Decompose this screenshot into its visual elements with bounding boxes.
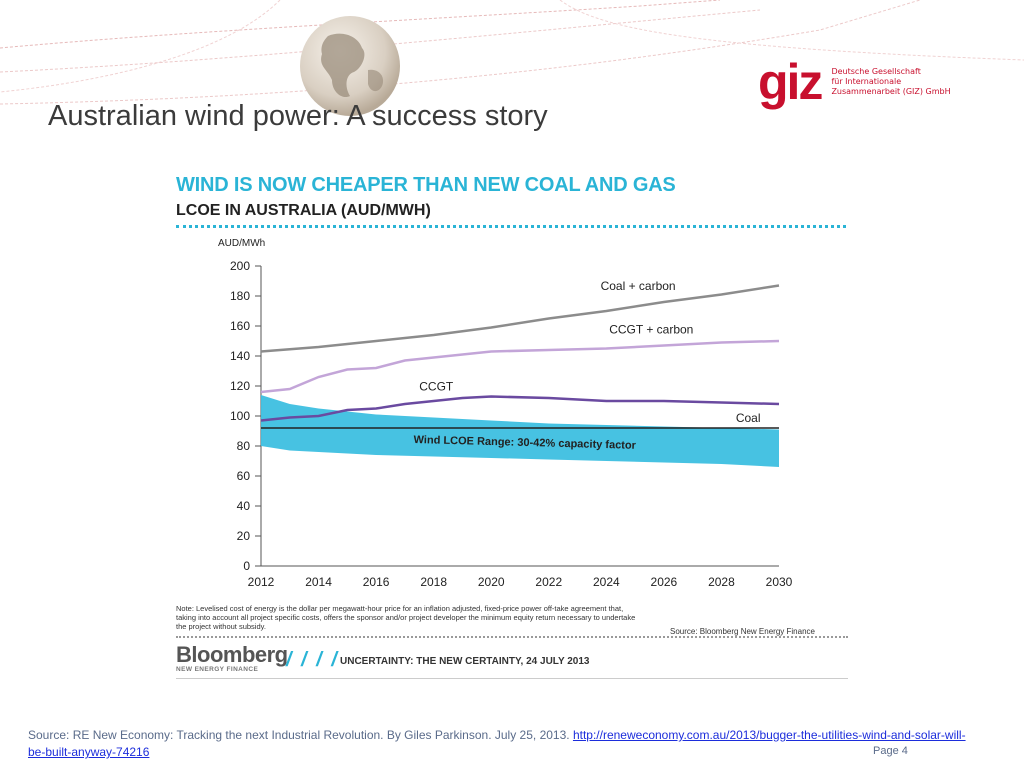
wind-lcoe-range-band [261, 395, 779, 467]
y-tick-label: 60 [237, 469, 251, 483]
y-tick-label: 40 [237, 499, 251, 513]
chart-annotation: Wind LCOE Range: 30-42% capacity factor [413, 434, 636, 452]
x-tick-label: 2028 [708, 575, 735, 589]
slash-decoration: / / / / [286, 649, 339, 671]
x-tick-label: 2022 [535, 575, 562, 589]
y-tick-label: 180 [230, 289, 250, 303]
bloomberg-logo-sub: NEW ENERGY FINANCE [176, 666, 259, 673]
chart-annotation: CCGT [419, 380, 454, 394]
y-tick-label: 20 [237, 529, 251, 543]
chart-annotation: Coal + carbon [601, 279, 676, 293]
x-tick-label: 2026 [651, 575, 678, 589]
page-number: Page 4 [873, 745, 908, 757]
series-line-coal-carbon [260, 284, 780, 353]
y-tick-label: 140 [230, 349, 250, 363]
source-link[interactable]: http://reneweconomy.com.au/2013/bugger-t… [28, 728, 966, 759]
y-tick-label: 80 [237, 439, 251, 453]
giz-logo: giz Deutsche Gesellschaft für Internatio… [758, 54, 951, 110]
chart-card: WIND IS NOW CHEAPER THAN NEW COAL AND GA… [168, 166, 856, 682]
x-tick-label: 2020 [478, 575, 505, 589]
y-axis-label: AUD/MWh [218, 238, 265, 249]
x-tick-label: 2018 [420, 575, 447, 589]
lcoe-line-chart: AUD/MWh 0 20 40 60 80 100 120 140 160 180 200 2012 20… [218, 238, 793, 589]
chart-headline: WIND IS NOW CHEAPER THAN NEW COAL AND GA… [176, 174, 676, 196]
report-tagline: UNCERTAINTY: THE NEW CERTAINTY, 24 JULY … [340, 656, 590, 667]
bloomberg-logo: Bloomberg NEW ENERGY FINANCE [176, 644, 288, 674]
series-line-ccgt [260, 395, 780, 422]
giz-logo-text: Deutsche Gesellschaft für Internationale… [831, 67, 950, 97]
x-tick-label: 2016 [363, 575, 390, 589]
x-tick-label: 2024 [593, 575, 620, 589]
chart-annotation: Coal [736, 411, 761, 425]
chart-annotation: CCGT + carbon [609, 323, 693, 337]
chart-note: Note: Levelised cost of energy is the do… [176, 604, 636, 631]
source-text: Source: RE New Economy: Tracking the nex… [28, 728, 573, 742]
y-tick-label: 120 [230, 379, 250, 393]
x-tick-label: 2012 [248, 575, 275, 589]
slide-title: Australian wind power: A success story [48, 100, 548, 132]
chart-source: Source: Bloomberg New Energy Finance [670, 627, 815, 636]
bloomberg-logo-name: Bloomberg [176, 642, 288, 667]
y-tick-label: 100 [230, 409, 250, 423]
divider [176, 678, 848, 679]
giz-logo-line: Zusammenarbeit (GIZ) GmbH [831, 87, 951, 96]
dotted-divider [176, 636, 848, 638]
slide-source-citation: Source: RE New Economy: Tracking the nex… [28, 727, 978, 761]
giz-logo-line: Deutsche Gesellschaft [831, 67, 921, 76]
x-tick-label: 2014 [305, 575, 332, 589]
giz-logo-mark: giz [758, 54, 823, 110]
giz-logo-line: für Internationale [831, 77, 902, 86]
chart-subheadline: LCOE IN AUSTRALIA (AUD/MWH) [176, 202, 431, 219]
x-tick-label: 2030 [766, 575, 793, 589]
y-tick-label: 200 [230, 259, 250, 273]
series-line-ccgt-carbon [260, 339, 780, 394]
y-tick-label: 160 [230, 319, 250, 333]
dotted-divider [176, 225, 846, 228]
globe-icon [300, 16, 400, 116]
y-tick-label: 0 [243, 559, 250, 573]
